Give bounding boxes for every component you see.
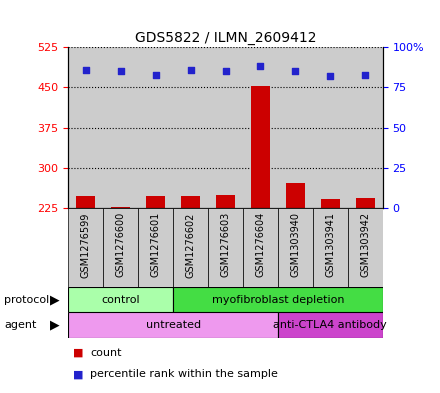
Text: ▶: ▶: [50, 319, 59, 332]
Bar: [68, 208, 103, 287]
Bar: [286, 183, 305, 208]
Text: control: control: [101, 295, 140, 305]
Point: [292, 68, 299, 75]
Text: myofibroblast depletion: myofibroblast depletion: [212, 295, 344, 305]
Title: GDS5822 / ILMN_2609412: GDS5822 / ILMN_2609412: [135, 31, 316, 45]
Bar: [68, 287, 173, 312]
Text: GSM1276604: GSM1276604: [256, 212, 265, 277]
Bar: [173, 287, 383, 312]
Bar: [76, 196, 95, 208]
Bar: [243, 47, 278, 208]
Bar: [146, 196, 165, 208]
Bar: [278, 312, 383, 338]
Text: GSM1303942: GSM1303942: [360, 212, 370, 277]
Point: [117, 68, 124, 75]
Bar: [313, 47, 348, 208]
Bar: [278, 47, 313, 208]
Bar: [173, 208, 208, 287]
Bar: [68, 312, 278, 338]
Bar: [321, 198, 340, 208]
Point: [82, 66, 89, 73]
Point: [362, 72, 369, 78]
Bar: [181, 196, 200, 208]
Bar: [348, 47, 383, 208]
Text: GSM1276599: GSM1276599: [81, 212, 91, 277]
Bar: [208, 47, 243, 208]
Text: ■: ■: [73, 369, 83, 379]
Bar: [103, 208, 138, 287]
Text: ▶: ▶: [50, 293, 59, 306]
Point: [187, 66, 194, 73]
Text: ■: ■: [73, 348, 83, 358]
Point: [257, 63, 264, 70]
Point: [222, 68, 229, 75]
Text: anti-CTLA4 antibody: anti-CTLA4 antibody: [274, 320, 387, 330]
Bar: [243, 208, 278, 287]
Point: [327, 73, 334, 79]
Text: GSM1303941: GSM1303941: [325, 212, 335, 277]
Text: percentile rank within the sample: percentile rank within the sample: [90, 369, 278, 379]
Text: protocol: protocol: [4, 295, 50, 305]
Bar: [208, 208, 243, 287]
Bar: [251, 86, 270, 208]
Bar: [278, 208, 313, 287]
Text: GSM1276602: GSM1276602: [186, 212, 195, 277]
Text: untreated: untreated: [146, 320, 201, 330]
Bar: [111, 207, 130, 208]
Bar: [103, 47, 138, 208]
Bar: [138, 208, 173, 287]
Text: GSM1276600: GSM1276600: [116, 212, 126, 277]
Bar: [313, 208, 348, 287]
Text: GSM1303940: GSM1303940: [290, 212, 301, 277]
Text: agent: agent: [4, 320, 37, 330]
Bar: [348, 208, 383, 287]
Text: GSM1276601: GSM1276601: [150, 212, 161, 277]
Text: GSM1276603: GSM1276603: [220, 212, 231, 277]
Bar: [68, 47, 103, 208]
Bar: [173, 47, 208, 208]
Bar: [138, 47, 173, 208]
Point: [152, 72, 159, 78]
Bar: [356, 198, 375, 208]
Text: count: count: [90, 348, 122, 358]
Bar: [216, 195, 235, 208]
